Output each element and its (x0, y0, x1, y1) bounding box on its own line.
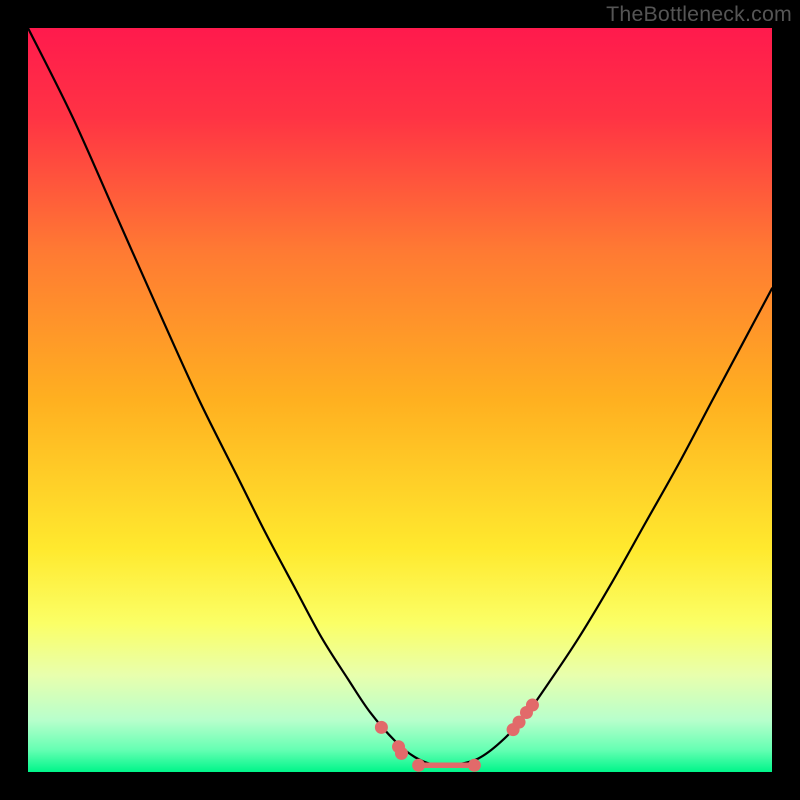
watermark-text: TheBottleneck.com (606, 2, 792, 27)
marker-dot (375, 721, 388, 734)
marker-dot (526, 699, 539, 712)
plot-background (28, 28, 772, 772)
marker-dot (468, 759, 481, 772)
bottleneck-chart (0, 0, 800, 800)
chart-stage: TheBottleneck.com (0, 0, 800, 800)
marker-dot (412, 759, 425, 772)
marker-dot (395, 747, 408, 760)
